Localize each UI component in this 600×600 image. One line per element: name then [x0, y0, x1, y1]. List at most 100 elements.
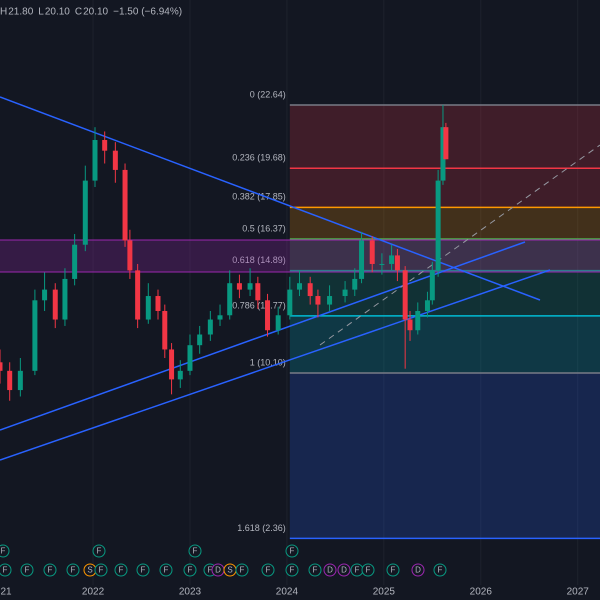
candle-body	[440, 127, 446, 181]
candle-body	[207, 319, 213, 335]
event-label: F	[97, 547, 102, 556]
candle-body	[379, 263, 385, 265]
candle-body	[352, 278, 358, 290]
fib-label: 0.236 (19.68)	[232, 153, 286, 163]
event-label: F	[266, 566, 271, 575]
trendlines	[0, 96, 551, 461]
event-label: F	[1, 547, 6, 556]
event-label: F	[48, 566, 53, 575]
event-marker	[20, 563, 34, 577]
candle-body	[135, 270, 141, 320]
candle-body	[162, 310, 168, 350]
event-label: F	[141, 566, 146, 575]
event-label: F	[164, 566, 169, 575]
event-marker	[308, 563, 322, 577]
trendline	[0, 96, 541, 301]
candle-body	[17, 370, 23, 391]
event-marker	[114, 563, 128, 577]
candle-body	[415, 310, 421, 331]
candle-body	[247, 283, 253, 290]
candle-body	[112, 150, 118, 170]
fib-band	[289, 315, 600, 373]
event-label: D	[215, 566, 221, 575]
x-tick-label: 2027	[567, 587, 590, 598]
zone	[0, 240, 600, 272]
fib-label: 0.5 (16.37)	[242, 223, 286, 233]
ohlc-value: 20.10	[45, 7, 70, 18]
candle-body	[287, 289, 293, 316]
candle-body	[435, 180, 441, 271]
event-label: F	[119, 566, 124, 575]
event-label: F	[290, 547, 295, 556]
ohlc-value: 20.10	[83, 7, 108, 18]
candle-body	[52, 289, 58, 320]
ohlc-label: H	[0, 7, 7, 18]
event-label: F	[366, 566, 371, 575]
x-tick-label: 2026	[470, 587, 493, 598]
x-tick-label: 2023	[179, 587, 202, 598]
candle-body	[197, 334, 203, 346]
event-marker	[261, 563, 275, 577]
x-tick-label: 2025	[373, 587, 396, 598]
event-marker	[66, 563, 80, 577]
candle-body	[389, 255, 395, 264]
candle-body	[92, 139, 98, 181]
fib-band	[289, 207, 600, 239]
candle-body	[102, 139, 108, 151]
event-marker	[188, 544, 202, 558]
event-marker	[323, 563, 337, 577]
candle-body	[177, 370, 183, 380]
event-marker	[43, 563, 57, 577]
event-marker	[361, 563, 375, 577]
event-label: F	[240, 566, 245, 575]
event-label: F	[290, 566, 295, 575]
event-label: F	[3, 566, 8, 575]
candle-body	[155, 296, 161, 311]
event-marker	[183, 563, 197, 577]
event-marker	[386, 563, 400, 577]
fib-label: 1 (10.10)	[250, 357, 286, 367]
event-marker	[0, 544, 10, 558]
candles	[0, 104, 449, 401]
event-marker	[433, 563, 447, 577]
event-label: F	[71, 566, 76, 575]
ohlc-value: 21.80	[8, 7, 33, 18]
candle-body	[82, 180, 88, 245]
candle-body	[359, 240, 365, 279]
candle-body	[369, 240, 375, 264]
fib-label: 0.382 (17.85)	[232, 192, 286, 202]
candle-body	[127, 240, 133, 271]
event-marker	[411, 563, 425, 577]
candle-body	[42, 289, 48, 301]
fib-label: 0.786 (12.77)	[232, 300, 286, 310]
candle-body	[307, 283, 313, 297]
candle-body	[255, 283, 261, 301]
fib-retracement: 0 (22.64) 0.236 (19.68) 0.382 (17.85) 0.5 (…	[232, 89, 600, 540]
ohlc-label: L	[38, 7, 44, 18]
fib-label: 1.618 (2.36)	[237, 523, 286, 533]
event-label: D	[341, 566, 347, 575]
event-marker	[285, 563, 299, 577]
event-marker	[285, 544, 299, 558]
candle-body	[297, 283, 303, 290]
fib-band	[289, 372, 600, 539]
event-label: F	[208, 566, 213, 575]
candle-body	[236, 283, 242, 290]
candle-body	[275, 315, 281, 331]
candle-body	[327, 296, 333, 305]
candle-body	[429, 270, 435, 301]
events: F F F F S F F F F F F D S F F F F D D F F F D FF F F F	[0, 544, 447, 577]
candle-body	[62, 278, 68, 320]
candle-body	[227, 283, 233, 316]
event-label: F	[438, 566, 443, 575]
x-tick-label: 21	[0, 587, 12, 598]
trendline	[0, 269, 551, 461]
candle-body	[72, 244, 78, 279]
event-label: D	[327, 566, 333, 575]
event-label: F	[188, 566, 193, 575]
ohlc-label: C	[75, 7, 82, 18]
event-marker	[0, 563, 12, 577]
dashed-projection	[319, 144, 600, 346]
